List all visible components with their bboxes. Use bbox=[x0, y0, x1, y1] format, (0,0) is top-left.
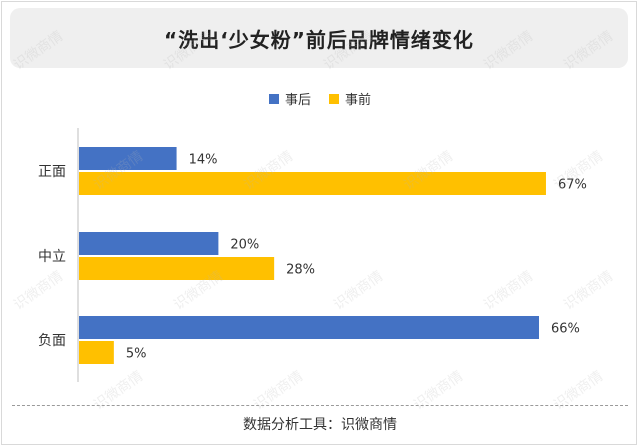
data-label: 67% bbox=[558, 178, 587, 193]
category-label: 正面 bbox=[38, 164, 66, 180]
bar-before bbox=[79, 172, 546, 195]
data-label: 28% bbox=[286, 263, 315, 278]
legend-label-before: 事前 bbox=[345, 93, 372, 108]
bar-before bbox=[79, 341, 114, 364]
title-bar: “洗出‘少女粉”前后品牌情绪变化 bbox=[10, 8, 628, 68]
bar-after bbox=[79, 232, 219, 255]
category-label: 中立 bbox=[38, 249, 66, 265]
legend-item-before: 事前 bbox=[329, 89, 371, 108]
footer-source: 数据分析工具：识微商情 bbox=[243, 417, 397, 433]
data-label: 5% bbox=[126, 347, 147, 362]
legend-swatch-before bbox=[329, 93, 339, 104]
data-label: 66% bbox=[551, 322, 580, 337]
bar-after bbox=[79, 147, 177, 170]
legend-swatch-after bbox=[268, 93, 279, 104]
legend: 事后 事前 bbox=[0, 89, 640, 108]
bar-before bbox=[79, 257, 275, 280]
bar-after bbox=[79, 316, 539, 339]
category-label: 负面 bbox=[38, 333, 66, 349]
chart-title: “洗出‘少女粉”前后品牌情绪变化 bbox=[164, 27, 474, 52]
legend-label-after: 事后 bbox=[284, 93, 311, 108]
data-label: 14% bbox=[189, 153, 218, 168]
data-label: 20% bbox=[230, 238, 259, 253]
legend-item-after: 事后 bbox=[268, 89, 311, 108]
footer-divider bbox=[12, 405, 628, 406]
